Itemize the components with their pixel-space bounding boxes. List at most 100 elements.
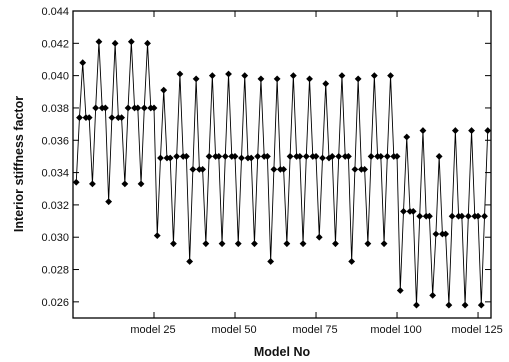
data-point [328,153,336,160]
data-point [322,80,330,88]
data-point [121,180,129,188]
data-point [95,38,103,46]
data-point [79,59,87,67]
data-point [396,287,404,294]
data-point [238,154,245,162]
data-point [140,104,148,112]
data-point [208,72,216,80]
data-point [221,153,229,160]
data-point [332,240,339,248]
data-point [160,86,168,94]
data-point [215,153,223,160]
data-point [273,75,281,83]
data-point [464,212,472,220]
data-point [445,301,453,309]
x-tick-label: model 50 [211,324,256,336]
data-point [448,212,456,220]
data-point [241,72,249,80]
data-point [413,301,420,309]
y-tick-label: 0.034 [41,168,69,180]
data-point [251,240,258,248]
y-tick-label: 0.042 [41,38,69,50]
data-point [461,301,469,309]
data-point [335,153,343,160]
data-point [348,258,356,265]
data-point [137,180,145,188]
data-point [153,232,161,239]
data-point [286,153,294,160]
axis-layer: 0.026 0.028 0.030 0.032 0.034 0.036 0.038 0.040… [41,6,502,336]
data-point [225,70,232,78]
data-point [393,153,401,160]
data-point [306,75,313,83]
data-point [108,114,116,122]
data-point [468,127,475,134]
data-point [345,153,352,160]
data-point [481,212,488,220]
data-point [296,153,304,160]
data-point [89,180,96,188]
data-point [319,154,326,162]
data-point [325,154,333,162]
data-point [267,258,275,265]
data-point [484,127,492,134]
data-point [166,154,174,162]
data-point [92,104,100,112]
x-tick-label: model 25 [130,324,175,336]
data-point [264,153,271,160]
data-point [280,165,288,173]
data-point [118,114,126,122]
data-point [134,104,142,112]
data-point [183,153,190,160]
data-point [257,75,265,83]
y-tick-label: 0.044 [41,6,69,18]
data-point [247,154,255,162]
data-point [387,72,394,80]
data-point [302,153,310,160]
data-point [299,240,307,248]
data-point [435,153,443,160]
data-point [234,240,242,248]
data-point [289,72,297,80]
data-point [312,153,320,160]
data-point [419,127,427,134]
data-point [361,165,369,173]
data-point [176,70,184,78]
x-tick-label: model 75 [292,324,337,336]
data-point [72,178,80,186]
data-point [144,39,151,47]
data-point [403,133,411,141]
data-point [429,291,437,299]
data-point [205,153,213,160]
data-point [218,240,226,248]
plot-frame [72,10,492,319]
data-point [202,240,210,248]
y-tick-label: 0.030 [41,232,69,244]
data-point [254,153,262,160]
data-point [442,230,450,238]
data-point [270,165,278,173]
data-point [409,207,417,215]
data-point [111,39,119,47]
data-point [189,165,197,173]
data-point [186,258,194,265]
data-point [451,127,459,134]
data-point [364,240,372,248]
data-point [458,212,466,220]
data-point [315,233,323,241]
data-point [199,165,207,173]
y-tick-label: 0.040 [41,71,69,83]
data-point [474,212,482,220]
data-point [351,165,359,173]
data-point [157,154,164,162]
data-point [105,198,113,206]
data-point [127,38,135,46]
data-point [400,207,407,215]
plot-layer [72,38,492,309]
data-point [173,153,181,160]
data-point [150,104,158,112]
data-point [338,72,346,80]
data-point [432,230,440,238]
data-point [380,240,388,248]
